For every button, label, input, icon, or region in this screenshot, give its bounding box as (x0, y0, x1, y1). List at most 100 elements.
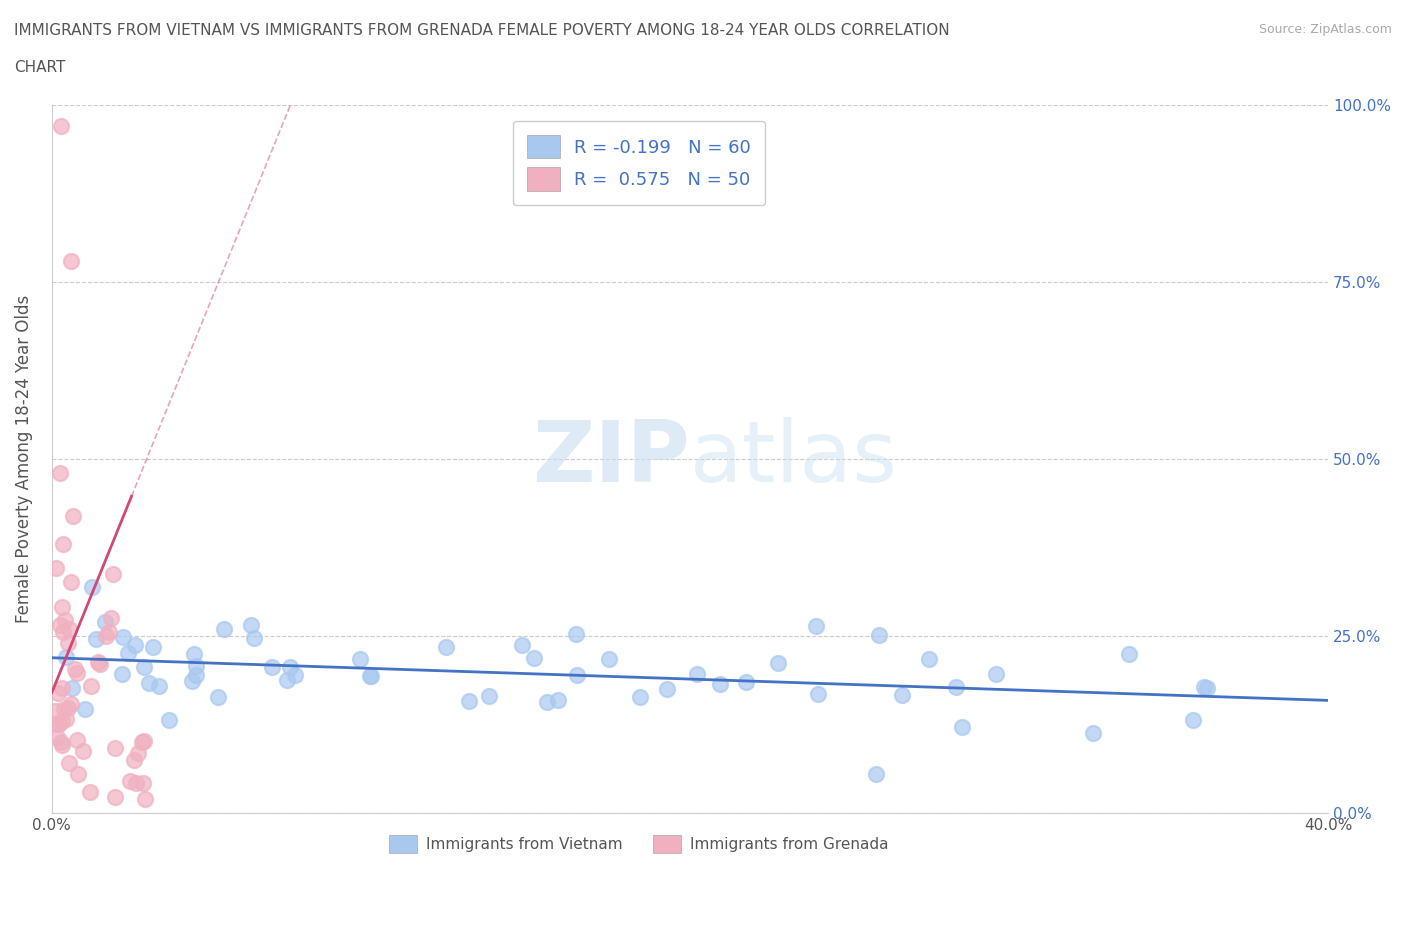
Point (65, 666, 87, 681)
Point (184, 668, 207, 683)
Text: Source: ZipAtlas.com: Source: ZipAtlas.com (1258, 23, 1392, 36)
Point (51, 738, 73, 753)
Point (360, 669, 382, 684)
Text: ZIP: ZIP (533, 418, 690, 500)
Text: atlas: atlas (690, 418, 898, 500)
Text: CHART: CHART (14, 60, 66, 75)
Point (349, 652, 371, 667)
Point (276, 672, 298, 687)
Point (186, 658, 208, 673)
Point (65, 661, 87, 676)
Point (55, 711, 77, 726)
Point (51, 599, 73, 614)
Point (58, 621, 80, 636)
Point (59, 253, 82, 268)
Point (478, 688, 501, 703)
Point (142, 640, 165, 655)
Point (131, 735, 153, 750)
Point (657, 682, 679, 697)
Point (45, 561, 67, 576)
Point (709, 677, 731, 692)
Point (1118, 646, 1140, 661)
Point (148, 679, 170, 694)
Point (183, 646, 205, 661)
Point (52, 625, 75, 640)
Point (56, 636, 79, 651)
Point (547, 692, 569, 707)
Point (986, 666, 1008, 681)
Point (80, 678, 103, 693)
Point (87, 655, 110, 670)
Point (62, 508, 84, 523)
Point (243, 631, 266, 645)
Point (84, 631, 107, 646)
Point (60, 680, 83, 695)
Point (79, 785, 101, 800)
Point (67, 767, 90, 782)
Point (132, 734, 155, 749)
Point (598, 652, 620, 667)
Point (1192, 680, 1215, 695)
Point (48, 618, 70, 633)
Legend: Immigrants from Vietnam, Immigrants from Grenada: Immigrants from Vietnam, Immigrants from… (384, 829, 894, 858)
Point (945, 680, 967, 695)
Point (628, 689, 651, 704)
Point (181, 673, 204, 688)
Point (950, 720, 973, 735)
Point (122, 752, 145, 767)
Point (523, 650, 546, 665)
Point (49, 466, 72, 481)
Point (51, 118, 73, 133)
Point (278, 659, 301, 674)
Point (686, 666, 709, 681)
Point (120, 774, 142, 789)
Point (918, 651, 941, 666)
Point (58, 700, 80, 715)
Point (284, 668, 307, 683)
Point (804, 618, 827, 633)
Point (458, 694, 481, 709)
Point (138, 675, 160, 690)
Point (89, 656, 111, 671)
Point (157, 712, 180, 727)
Point (73, 702, 96, 717)
Point (66, 733, 89, 748)
Point (45, 716, 67, 731)
Point (94, 615, 117, 630)
Point (59, 697, 82, 711)
Point (49, 734, 72, 749)
Point (44, 703, 66, 718)
Point (536, 695, 558, 710)
Point (52, 537, 75, 551)
Point (117, 645, 139, 660)
Point (94, 629, 117, 644)
Point (60, 575, 83, 590)
Point (1083, 725, 1105, 740)
Point (890, 688, 912, 703)
Point (132, 660, 155, 675)
Point (104, 790, 127, 804)
Text: IMMIGRANTS FROM VIETNAM VS IMMIGRANTS FROM GRENADA FEMALE POVERTY AMONG 18-24 YE: IMMIGRANTS FROM VIETNAM VS IMMIGRANTS FR… (14, 23, 949, 38)
Point (125, 776, 148, 790)
Point (807, 687, 830, 702)
Point (52, 701, 75, 716)
Point (214, 622, 236, 637)
Point (58, 756, 80, 771)
Point (865, 766, 887, 781)
Point (51, 713, 73, 728)
Point (46, 730, 69, 745)
Point (51, 681, 73, 696)
Point (207, 689, 229, 704)
Point (48, 717, 70, 732)
Point (127, 746, 149, 761)
Point (510, 638, 533, 653)
Point (111, 630, 134, 644)
Point (1197, 681, 1219, 696)
Point (735, 675, 758, 690)
Point (72, 744, 94, 759)
Point (55, 612, 77, 627)
Point (100, 610, 122, 625)
Point (1181, 712, 1204, 727)
Point (101, 566, 124, 581)
Point (766, 656, 789, 671)
